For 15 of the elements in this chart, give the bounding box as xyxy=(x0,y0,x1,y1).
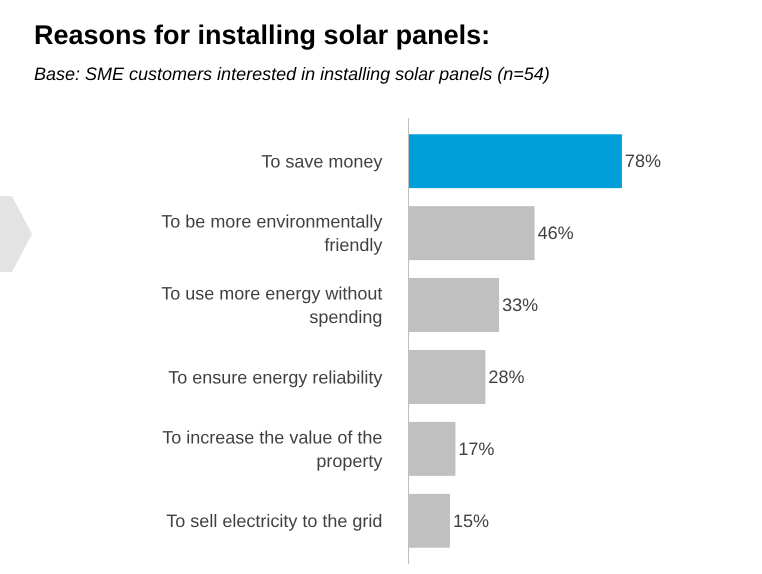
data-label: 28% xyxy=(488,366,524,387)
y-tick-label: To use more energy without spending xyxy=(161,284,382,328)
y-tick-label: To be more environmentally friendly xyxy=(161,212,382,256)
data-label: 46% xyxy=(538,223,574,244)
data-label: 78% xyxy=(624,151,661,172)
y-tick-label: To sell electricity to the grid xyxy=(166,511,382,532)
data-label: 17% xyxy=(458,438,494,459)
y-tick-label: To increase the value of the property xyxy=(162,428,382,471)
y-tick-label: To save money xyxy=(261,151,382,172)
chart-subtitle: Base: SME customers interested in installing solar panels (n=54) xyxy=(34,64,550,85)
data-label: 33% xyxy=(502,295,538,316)
chart-title: Reasons for installing solar panels: xyxy=(34,20,490,51)
bar xyxy=(409,134,622,188)
y-tick-label: To ensure energy reliability xyxy=(168,367,382,388)
data-label: 15% xyxy=(452,510,489,531)
